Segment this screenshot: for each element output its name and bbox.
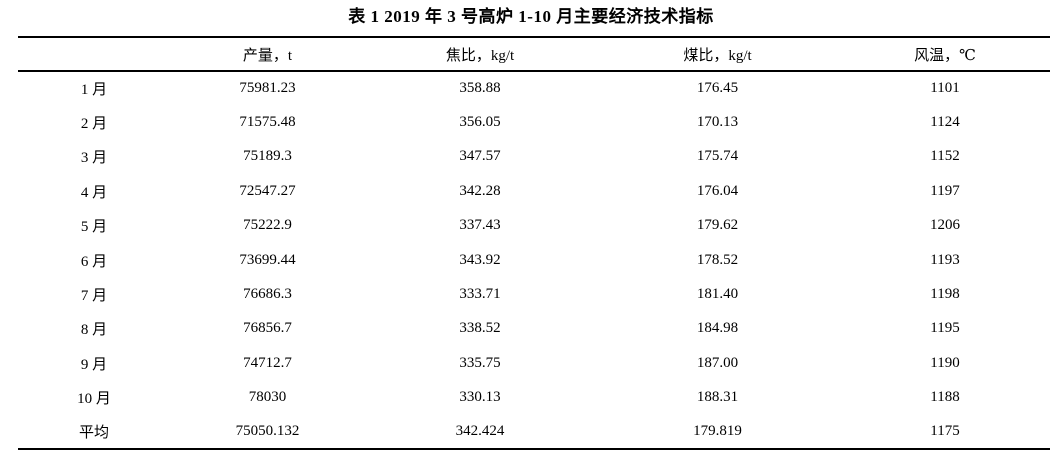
column-header-coal-ratio: 煤比，kg/t	[683, 47, 752, 64]
table-row: 6 月 73699.44 343.92 178.52 1193	[18, 243, 1050, 277]
cell-blast-temp: 1188	[930, 389, 960, 406]
cell-blast-temp: 1195	[930, 320, 960, 337]
cell-output: 78030	[248, 389, 287, 406]
cell-blast-temp: 1190	[930, 354, 960, 371]
table-row: 4 月 72547.27 342.28 176.04 1197	[18, 174, 1050, 208]
column-header-blast-temp: 风温，℃	[914, 47, 976, 64]
cell-coke-ratio: 356.05	[459, 114, 501, 131]
cell-blast-temp: 1198	[930, 286, 960, 303]
cell-output: 71575.48	[239, 114, 296, 131]
cell-coal-ratio: 179.62	[696, 217, 739, 234]
column-header-coke-ratio: 焦比，kg/t	[445, 47, 515, 64]
cell-output: 76686.3	[243, 286, 292, 303]
cell-coke-ratio: 347.57	[459, 148, 501, 165]
table-row: 5 月 75222.9 337.43 179.62 1206	[18, 209, 1050, 243]
row-label: 10 月	[77, 391, 111, 408]
cell-blast-temp: 1101	[930, 80, 960, 97]
cell-coke-ratio: 333.71	[459, 286, 501, 303]
table-row: 8 月 76856.7 338.52 184.98 1195	[18, 312, 1050, 346]
cell-coal-ratio: 170.13	[696, 114, 739, 131]
cell-output: 74712.7	[243, 354, 292, 371]
cell-blast-temp: 1152	[930, 148, 960, 165]
cell-coke-ratio: 342.424	[455, 423, 505, 440]
cell-coke-ratio: 358.88	[459, 80, 501, 97]
row-label: 9 月	[80, 356, 108, 373]
cell-coal-ratio: 188.31	[696, 389, 739, 406]
table-row-average: 平均 75050.132 342.424 179.819 1175	[18, 415, 1050, 449]
cell-coal-ratio: 181.40	[696, 286, 739, 303]
cell-blast-temp: 1124	[930, 114, 960, 131]
table-caption: 表 1 2019 年 3 号高炉 1-10 月主要经济技术指标	[348, 7, 714, 26]
cell-coal-ratio: 178.52	[696, 251, 739, 268]
cell-blast-temp: 1197	[930, 182, 960, 199]
cell-output: 75189.3	[243, 148, 292, 165]
cell-coal-ratio: 176.04	[696, 182, 739, 199]
table-row: 3 月 75189.3 347.57 175.74 1152	[18, 140, 1050, 174]
cell-output: 75981.23	[239, 80, 296, 97]
cell-coke-ratio: 337.43	[459, 217, 501, 234]
row-label: 2 月	[80, 116, 108, 133]
row-label: 4 月	[80, 184, 108, 201]
row-label: 平均	[78, 425, 109, 442]
cell-blast-temp: 1175	[930, 423, 960, 440]
cell-coal-ratio: 187.00	[696, 354, 739, 371]
cell-coke-ratio: 343.92	[459, 251, 501, 268]
cell-coke-ratio: 338.52	[459, 320, 501, 337]
row-label: 5 月	[80, 219, 108, 236]
column-header-output: 产量，t	[242, 47, 293, 64]
cell-coal-ratio: 176.45	[696, 80, 739, 97]
cell-blast-temp: 1193	[930, 251, 960, 268]
table-row: 7 月 76686.3 333.71 181.40 1198	[18, 277, 1050, 311]
table-row: 2 月 71575.48 356.05 170.13 1124	[18, 105, 1050, 139]
table-row: 9 月 74712.7 335.75 187.00 1190	[18, 346, 1050, 380]
row-label: 8 月	[80, 322, 108, 339]
row-label: 1 月	[80, 82, 108, 99]
cell-output: 75050.132	[235, 423, 300, 440]
cell-coke-ratio: 335.75	[459, 354, 501, 371]
table-header-row: 产量，t 焦比，kg/t 煤比，kg/t 风温，℃	[18, 37, 1050, 71]
cell-coke-ratio: 330.13	[459, 389, 501, 406]
row-label: 6 月	[80, 253, 108, 270]
cell-coal-ratio: 175.74	[696, 148, 739, 165]
column-header-month	[18, 37, 170, 71]
cell-output: 73699.44	[239, 251, 296, 268]
cell-output: 75222.9	[243, 217, 292, 234]
cell-coke-ratio: 342.28	[459, 182, 501, 199]
indicators-table: 产量，t 焦比，kg/t 煤比，kg/t 风温，℃ 1 月 75981.23 3…	[18, 36, 1050, 451]
cell-output: 76856.7	[243, 320, 292, 337]
cell-coal-ratio: 184.98	[696, 320, 739, 337]
table-row: 10 月 78030 330.13 188.31 1188	[18, 381, 1050, 415]
cell-output: 72547.27	[239, 182, 296, 199]
row-label: 3 月	[80, 150, 108, 167]
cell-blast-temp: 1206	[930, 217, 960, 234]
table-row: 1 月 75981.23 358.88 176.45 1101	[18, 71, 1050, 105]
cell-coal-ratio: 179.819	[693, 423, 742, 440]
row-label: 7 月	[80, 288, 108, 305]
